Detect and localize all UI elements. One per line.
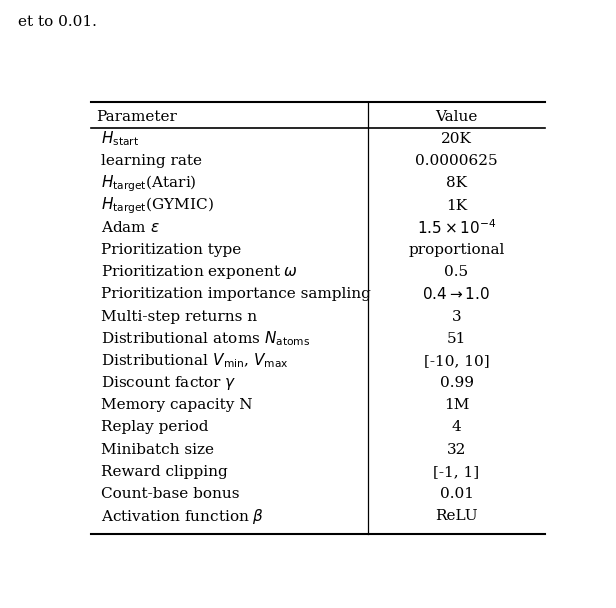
Text: Prioritization type: Prioritization type (101, 243, 241, 257)
Text: Distributional atoms $N_{\mathrm{atoms}}$: Distributional atoms $N_{\mathrm{atoms}}… (101, 330, 310, 348)
Text: 1M: 1M (444, 398, 469, 412)
Text: 8K: 8K (446, 176, 467, 190)
Text: et to 0.01.: et to 0.01. (18, 15, 97, 29)
Text: Distributional $V_{\mathrm{min}}$, $V_{\mathrm{max}}$: Distributional $V_{\mathrm{min}}$, $V_{\… (101, 351, 288, 370)
Text: $H_{\mathrm{target}}$(Atari): $H_{\mathrm{target}}$(Atari) (101, 173, 197, 194)
Text: Count-base bonus: Count-base bonus (101, 487, 240, 501)
Text: Multi-step returns n: Multi-step returns n (101, 309, 257, 323)
Text: 1K: 1K (446, 199, 467, 213)
Text: Activation function $\beta$: Activation function $\beta$ (101, 506, 264, 526)
Text: Value: Value (436, 110, 478, 124)
Text: 20K: 20K (441, 132, 472, 146)
Text: ReLU: ReLU (436, 510, 478, 523)
Text: 4: 4 (452, 421, 461, 435)
Text: 0.0000625: 0.0000625 (415, 154, 498, 168)
Text: 0.5: 0.5 (445, 265, 469, 279)
Text: 0.01: 0.01 (440, 487, 474, 501)
Text: proportional: proportional (408, 243, 505, 257)
Text: 32: 32 (447, 443, 466, 457)
Text: Replay period: Replay period (101, 421, 208, 435)
Text: Reward clipping: Reward clipping (101, 465, 228, 479)
Text: $0.4 \rightarrow 1.0$: $0.4 \rightarrow 1.0$ (423, 286, 490, 302)
Text: Prioritization exponent $\omega$: Prioritization exponent $\omega$ (101, 263, 298, 281)
Text: [-1, 1]: [-1, 1] (434, 465, 480, 479)
Text: Parameter: Parameter (96, 110, 177, 124)
Text: 51: 51 (447, 332, 466, 346)
Text: learning rate: learning rate (101, 154, 202, 168)
Text: Prioritization importance sampling: Prioritization importance sampling (101, 288, 371, 302)
Text: Minibatch size: Minibatch size (101, 443, 214, 457)
Text: Memory capacity N: Memory capacity N (101, 398, 253, 412)
Text: Adam $\epsilon$: Adam $\epsilon$ (101, 220, 160, 235)
Text: 3: 3 (452, 309, 461, 323)
Text: $1.5 \times 10^{-4}$: $1.5 \times 10^{-4}$ (417, 218, 496, 237)
Text: $H_{\mathrm{target}}$(GYMIC): $H_{\mathrm{target}}$(GYMIC) (101, 195, 214, 216)
Text: $H_{\mathrm{start}}$: $H_{\mathrm{start}}$ (101, 130, 139, 148)
Text: Discount factor $\gamma$: Discount factor $\gamma$ (101, 374, 237, 392)
Text: 0.99: 0.99 (440, 376, 474, 390)
Text: [-10, 10]: [-10, 10] (424, 354, 489, 368)
